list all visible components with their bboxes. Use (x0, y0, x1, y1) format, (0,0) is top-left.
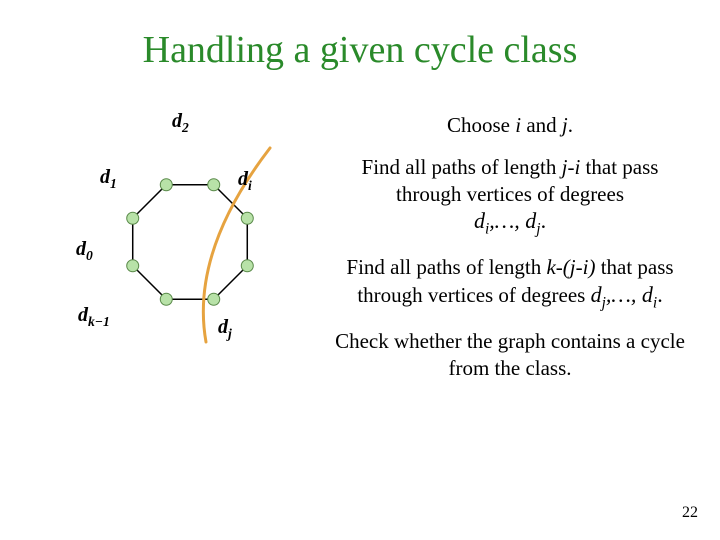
p3-kji: k-(j-i) (546, 255, 595, 279)
p2-ds-mid: ,…, d (489, 208, 536, 233)
cycle-diagram: d2 d1 di d0 dk−1 dj (20, 112, 330, 392)
page-title: Handling a given cycle class (0, 0, 720, 72)
p3-pre: Find all paths of length (346, 255, 546, 279)
para-check: Check whether the graph contains a cycle… (330, 328, 690, 381)
vertex-label: dk−1 (78, 304, 110, 330)
p1-pre: Choose (447, 113, 515, 137)
content-row: d2 d1 di d0 dk−1 dj Choose i and j. Find all … (0, 112, 720, 392)
para-paths-ji: Find all paths of length j-i that pass t… (330, 154, 690, 238)
page-number: 22 (682, 504, 698, 522)
p2-pre: Find all paths of length (362, 155, 562, 179)
para-choose: Choose i and j. (330, 112, 690, 138)
p2-ji: j-i (562, 155, 581, 179)
p1-post: . (568, 113, 573, 137)
vertex-label: d1 (100, 166, 117, 192)
vertex-label: dj (218, 316, 232, 342)
p3-ds: dj,…, di. (591, 282, 663, 307)
para-paths-kji: Find all paths of length k-(j-i) that pa… (330, 254, 690, 312)
p3-ds-post: . (657, 282, 663, 307)
p1-mid: and (521, 113, 562, 137)
vertex-label: d0 (76, 238, 93, 264)
text-column: Choose i and j. Find all paths of length… (330, 112, 690, 392)
p3-ds-pre: d (591, 282, 602, 307)
vertex-label: di (238, 168, 252, 194)
p3-ds-mid: ,…, d (606, 282, 653, 307)
vertex-label: d2 (172, 110, 189, 136)
p2-ds: di,…, dj. (474, 208, 546, 233)
p2-ds-post: . (541, 208, 547, 233)
diagram-svg (20, 112, 330, 392)
p2-ds-pre: d (474, 208, 485, 233)
